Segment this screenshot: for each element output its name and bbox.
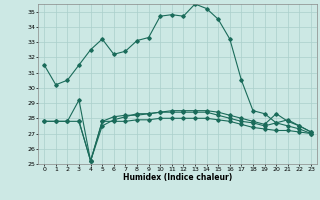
X-axis label: Humidex (Indice chaleur): Humidex (Indice chaleur)	[123, 173, 232, 182]
